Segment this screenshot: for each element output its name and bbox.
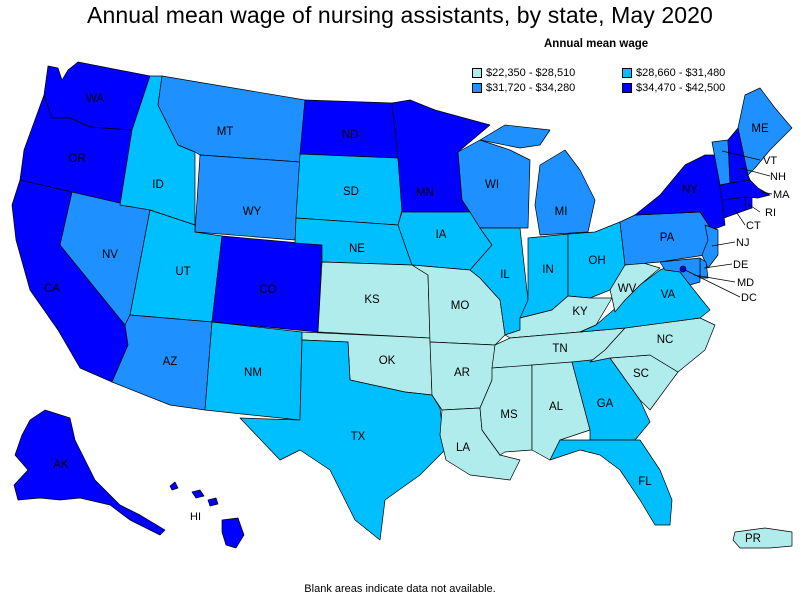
state-label-ny: NY <box>682 184 698 196</box>
legend-item-4: $34,470 - $42,500 <box>622 81 725 95</box>
state-label-wy: WY <box>243 206 262 218</box>
state-me[interactable] <box>737 87 793 176</box>
state-label-pa: PA <box>660 232 675 244</box>
state-label-mi: MI <box>555 206 568 218</box>
state-label-ri: RI <box>765 207 776 219</box>
leader-lines <box>682 150 773 298</box>
state-ri[interactable] <box>744 196 753 211</box>
state-label-ky: KY <box>572 306 588 318</box>
state-label-wi: WI <box>485 179 499 191</box>
state-label-mt: MT <box>217 126 234 138</box>
state-label-in: IN <box>542 264 554 276</box>
state-md[interactable] <box>659 257 701 286</box>
legend-label-1: $22,350 - $28,510 <box>486 67 576 80</box>
state-wv[interactable] <box>609 261 661 313</box>
state-il[interactable] <box>469 227 529 336</box>
state-nc[interactable] <box>589 317 716 373</box>
state-label-sc: SC <box>633 368 649 380</box>
state-nm[interactable] <box>204 321 303 421</box>
state-label-ak: AK <box>53 459 69 471</box>
state-label-dc: DC <box>741 292 757 304</box>
state-label-ia: IA <box>436 229 447 241</box>
state-label-ut: UT <box>175 266 190 278</box>
legend-item-3: $31,720 - $34,280 <box>472 81 575 95</box>
state-pr[interactable] <box>732 527 793 549</box>
state-label-me: ME <box>751 123 769 135</box>
state-label-tx: TX <box>351 431 366 443</box>
legend-swatch-3 <box>472 83 482 94</box>
state-label-nc: NC <box>657 334 674 346</box>
state-label-al: AL <box>549 401 564 413</box>
state-label-ct: CT <box>746 220 761 232</box>
state-hi[interactable] <box>169 481 245 549</box>
legend-label-4: $34,470 - $42,500 <box>636 82 726 95</box>
state-label-ar: AR <box>454 367 470 379</box>
state-label-ca: CA <box>44 283 60 295</box>
state-label-nh: NH <box>770 171 786 183</box>
state-label-ga: GA <box>597 398 614 410</box>
state-label-nd: ND <box>342 129 359 141</box>
state-label-va: VA <box>661 289 676 301</box>
state-wy[interactable] <box>194 154 301 241</box>
state-label-nv: NV <box>102 249 118 261</box>
state-label-az: AZ <box>163 356 178 368</box>
map-title: Annual mean wage of nursing assistants, … <box>87 2 713 28</box>
state-nj[interactable] <box>701 224 719 269</box>
state-label-vt: VT <box>763 155 777 167</box>
state-tx[interactable] <box>239 339 446 541</box>
state-label-ks: KS <box>364 294 380 306</box>
state-label-co: CO <box>259 284 276 296</box>
state-label-fl: FL <box>638 476 652 488</box>
legend-label-3: $31,720 - $34,280 <box>486 82 576 95</box>
state-label-nj: NJ <box>736 237 749 249</box>
state-label-mn: MN <box>416 187 434 199</box>
legend-label-2: $28,660 - $31,480 <box>636 67 726 80</box>
state-label-ok: OK <box>379 355 396 367</box>
state-label-sd: SD <box>343 186 359 198</box>
state-label-wa: WA <box>86 93 104 105</box>
state-label-nm: NM <box>244 367 262 379</box>
legend-item-2: $28,660 - $31,480 <box>622 66 725 80</box>
state-label-il: IL <box>500 269 510 281</box>
legend-swatch-4 <box>622 83 632 94</box>
state-label-id: ID <box>152 179 164 191</box>
footnote: Blank areas indicate data not available. <box>304 583 496 595</box>
state-label-tn: TN <box>552 343 567 355</box>
state-fl[interactable] <box>549 439 673 526</box>
legend-item-1: $22,350 - $28,510 <box>472 66 575 80</box>
state-label-or: OR <box>68 153 85 165</box>
legend-title: Annual mean wage <box>544 38 649 50</box>
state-wi[interactable] <box>457 139 531 229</box>
state-label-oh: OH <box>588 255 605 267</box>
state-label-wv: WV <box>618 283 637 295</box>
state-mi[interactable] <box>479 124 596 236</box>
legend-swatch-1 <box>472 68 482 79</box>
state-ma[interactable] <box>719 179 771 201</box>
state-label-la: LA <box>456 442 470 454</box>
state-label-pr: PR <box>745 533 761 545</box>
state-label-hi: HI <box>190 511 201 523</box>
state-label-de: DE <box>733 259 748 271</box>
state-ct[interactable] <box>721 196 747 219</box>
legend-swatch-2 <box>622 68 632 79</box>
state-label-md: MD <box>737 277 754 289</box>
state-ak[interactable] <box>13 409 166 536</box>
state-label-ms: MS <box>500 409 518 421</box>
state-labels: WA OR CA NV ID MT WY UT AZ CO NM ND SD NE KS OK TX MN IA MO… <box>44 93 790 545</box>
state-label-ne: NE <box>349 243 365 255</box>
state-label-ma: MA <box>773 189 790 201</box>
state-label-mo: MO <box>451 300 470 312</box>
